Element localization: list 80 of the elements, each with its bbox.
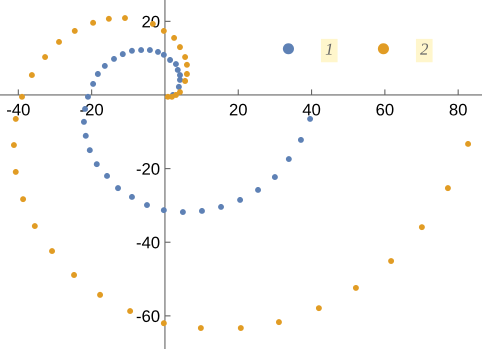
point: [177, 89, 183, 95]
point: [198, 325, 204, 331]
point: [120, 51, 126, 58]
point: [238, 325, 244, 331]
point: [160, 52, 167, 58]
point: [28, 72, 35, 78]
x-tick-label: -40: [7, 104, 30, 116]
x-tick-label: 40: [302, 104, 320, 116]
point: [298, 136, 304, 143]
point: [307, 116, 314, 122]
point: [174, 67, 181, 73]
point: [218, 204, 224, 210]
point: [167, 57, 174, 63]
point: [12, 168, 19, 175]
point: [160, 320, 167, 326]
point: [465, 141, 472, 147]
point: [182, 54, 188, 60]
point: [184, 62, 190, 68]
y-tick-label: -60: [136, 310, 160, 322]
point: [90, 20, 96, 26]
point: [255, 187, 261, 193]
point: [115, 185, 121, 192]
point: [72, 28, 78, 34]
point: [90, 80, 96, 87]
point: [19, 94, 25, 100]
point: [111, 56, 117, 62]
point: [352, 284, 359, 291]
point: [10, 142, 17, 148]
point: [85, 94, 91, 100]
point: [171, 34, 178, 41]
point: [144, 202, 150, 208]
y-tick-label: -40: [136, 236, 160, 248]
point: [388, 258, 394, 264]
point: [20, 196, 26, 202]
point: [127, 308, 134, 314]
y-tick-label: -20: [136, 163, 160, 175]
point: [172, 61, 179, 68]
point: [184, 71, 190, 77]
legend-label: 1: [326, 44, 332, 55]
point: [155, 48, 161, 55]
point: [172, 92, 179, 98]
point: [286, 156, 292, 162]
point: [418, 224, 425, 230]
point: [444, 185, 451, 192]
x-tick-label: 80: [450, 104, 467, 116]
point: [80, 118, 87, 125]
x-tick-label: 20: [230, 104, 247, 116]
point: [276, 319, 282, 326]
point: [82, 132, 89, 139]
point: [177, 44, 183, 50]
point: [94, 71, 101, 77]
point: [160, 207, 167, 214]
point: [12, 116, 19, 122]
point: [49, 248, 55, 254]
point: [180, 209, 186, 215]
point: [237, 196, 244, 203]
legend-label: 2: [420, 44, 428, 55]
point: [272, 174, 278, 180]
point: [316, 305, 322, 312]
point: [129, 48, 135, 54]
point: [42, 54, 48, 60]
x-tick-label: 60: [376, 104, 394, 116]
point: [86, 147, 93, 154]
point: [146, 47, 153, 54]
point: [106, 16, 112, 22]
point: [129, 194, 135, 200]
point: [176, 84, 182, 90]
point: [138, 47, 144, 54]
point: [182, 78, 188, 84]
point: [160, 28, 167, 34]
point: [199, 208, 205, 214]
x-tick-label: -20: [80, 104, 104, 116]
point: [71, 272, 77, 278]
point: [102, 62, 108, 69]
point: [56, 39, 62, 45]
point: [32, 223, 38, 229]
point: [122, 15, 128, 21]
point: [94, 161, 100, 168]
point: [97, 292, 104, 298]
point: [104, 173, 110, 179]
